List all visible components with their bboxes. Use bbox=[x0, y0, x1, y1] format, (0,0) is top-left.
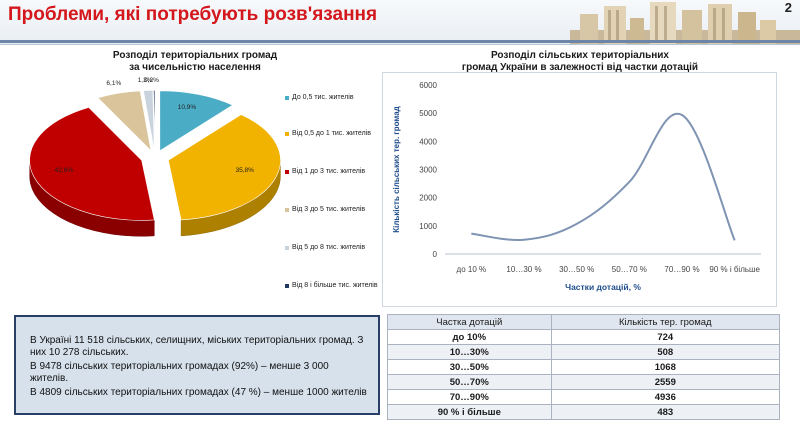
info-line: В 9478 сільських територіальних громадах… bbox=[30, 361, 329, 372]
table-header-count: Кількість тер. громад bbox=[550, 314, 781, 330]
legend-item: До 0,5 тис. жителів bbox=[285, 94, 354, 101]
info-box: В Україні 11 518 сільських, селищних, мі… bbox=[14, 315, 380, 415]
pie-slice-label: 0,2% bbox=[144, 76, 159, 84]
table-cell: 1068 bbox=[550, 359, 781, 375]
pie-chart-title-line-2: за чисельністю населення bbox=[129, 62, 261, 73]
subsidy-table: Частка дотацій Кількість тер. громад до … bbox=[387, 314, 781, 420]
pie-slice bbox=[153, 89, 156, 151]
slide-number: 2 bbox=[784, 0, 792, 15]
line-chart-title: Розподіл сільських територіальних громад… bbox=[430, 50, 730, 74]
pie-slice bbox=[168, 114, 281, 221]
x-axis-label: Частки дотацій, % bbox=[565, 282, 641, 292]
legend-label: Від 0,5 до 1 тис. жителів bbox=[292, 130, 371, 137]
legend-item: Від 0,5 до 1 тис. жителів bbox=[285, 130, 371, 137]
pie-chart-plot bbox=[29, 89, 281, 237]
table-cell: 50…70% bbox=[387, 374, 552, 390]
x-tick-label: 90 % і більше bbox=[709, 265, 760, 274]
pie-slice bbox=[97, 90, 152, 152]
pie-slice bbox=[159, 90, 234, 152]
y-tick-label: 5000 bbox=[419, 109, 437, 118]
x-tick-label: 70…90 % bbox=[664, 265, 699, 274]
pie-slice-label: 6,1% bbox=[106, 79, 122, 87]
y-axis-label: Кількість сільських тер. громад bbox=[392, 106, 401, 233]
legend-label: Від 8 і більше тис. жителів bbox=[292, 282, 378, 289]
pie-chart-title-line-1: Розподіл територіальних громад bbox=[112, 50, 278, 61]
slide-header: Проблеми, які потребують розв'язання 2 bbox=[0, 0, 800, 45]
legend-swatch bbox=[285, 207, 289, 212]
pie-slice bbox=[29, 107, 155, 221]
table-cell: 508 bbox=[550, 344, 781, 360]
legend-swatch bbox=[285, 245, 289, 250]
legend-item: Від 5 до 8 тис. жителів bbox=[285, 244, 365, 251]
line-chart-plot: 0 1000 2000 3000 4000 5000 6000 до 10 % 10…30 % 3… bbox=[392, 81, 761, 292]
table-row: до 10% 724 bbox=[387, 329, 781, 345]
y-tick-label: 4000 bbox=[419, 137, 437, 146]
table-cell: 10…30% bbox=[387, 344, 552, 360]
pie-slice-label: 42,6% bbox=[54, 167, 74, 175]
x-tick-label: до 10 % bbox=[457, 265, 487, 274]
table-cell: 483 bbox=[550, 404, 781, 420]
line-chart-title-line-2: громад України в залежності від частки д… bbox=[461, 62, 699, 73]
x-tick-label: 30…50 % bbox=[559, 265, 594, 274]
table-row: 30…50% 1068 bbox=[387, 359, 781, 375]
table-row: 50…70% 2559 bbox=[387, 374, 781, 390]
pie-slice-label: 35,8% bbox=[235, 166, 254, 174]
header-divider-thin bbox=[0, 44, 800, 45]
x-tick-label: 10…30 % bbox=[506, 265, 541, 274]
legend-item: Від 3 до 5 тис. жителів bbox=[285, 206, 365, 213]
pie-slice-label: 1,3% bbox=[137, 76, 153, 84]
table-cell: до 10% bbox=[387, 329, 552, 345]
legend-label: Від 1 до 3 тис. жителів bbox=[292, 168, 366, 175]
legend-swatch bbox=[285, 131, 289, 136]
table-cell: 90 % і більше bbox=[387, 404, 552, 420]
info-line: В 4809 сільських територіальних громадах… bbox=[30, 387, 367, 398]
pie-slice-label: 10,9% bbox=[177, 104, 197, 112]
table-row: 90 % і більше 483 bbox=[387, 404, 781, 420]
legend-label: Від 3 до 5 тис. жителів bbox=[292, 206, 366, 213]
pie-slice bbox=[143, 89, 155, 151]
legend-swatch bbox=[285, 169, 289, 174]
city-skyline-image bbox=[570, 2, 800, 44]
table-header-row: Частка дотацій Кількість тер. громад bbox=[387, 314, 781, 330]
table-cell: 70…90% bbox=[387, 389, 552, 405]
info-line: жителів. bbox=[30, 373, 69, 384]
table-header-share: Частка дотацій bbox=[387, 314, 552, 330]
table-cell: 30…50% bbox=[387, 359, 552, 375]
pie-chart-title: Розподіл територіальних громад за чисель… bbox=[60, 50, 330, 74]
table-row: 10…30% 508 bbox=[387, 344, 781, 360]
info-line: В Україні 11 518 сільських, селищних, мі… bbox=[30, 335, 364, 346]
y-tick-label: 6000 bbox=[419, 81, 437, 90]
series-line bbox=[471, 112, 736, 241]
legend-item: Від 1 до 3 тис. жителів bbox=[285, 168, 365, 175]
slide-title: Проблеми, які потребують розв'язання bbox=[8, 4, 378, 25]
y-tick-label: 3000 bbox=[419, 166, 437, 175]
population-pie-chart: 10,9% 35,8% 42,6% 6,1% 1,3% 0,2% bbox=[5, 72, 377, 297]
legend-label: До 0,5 тис. жителів bbox=[292, 94, 354, 101]
legend-swatch bbox=[285, 283, 289, 288]
line-chart-title-line-1: Розподіл сільських територіальних bbox=[491, 50, 669, 61]
table-cell: 2559 bbox=[550, 374, 781, 390]
table-cell: 724 bbox=[550, 329, 781, 345]
table-row: 70…90% 4936 bbox=[387, 389, 781, 405]
x-tick-label: 50…70 % bbox=[612, 265, 647, 274]
header-divider bbox=[0, 40, 800, 43]
subsidy-line-chart: 0 1000 2000 3000 4000 5000 6000 до 10 % 10…30 % 3… bbox=[382, 72, 777, 307]
table-cell: 4936 bbox=[550, 389, 781, 405]
info-line: них 10 278 сільських. bbox=[30, 347, 129, 358]
y-tick-label: 1000 bbox=[419, 222, 437, 231]
legend-item: Від 8 і більше тис. жителів bbox=[285, 282, 378, 289]
y-tick-label: 0 bbox=[433, 250, 438, 259]
legend-label: Від 5 до 8 тис. жителів bbox=[292, 244, 366, 251]
legend-swatch bbox=[285, 95, 289, 100]
y-tick-label: 2000 bbox=[419, 194, 437, 203]
